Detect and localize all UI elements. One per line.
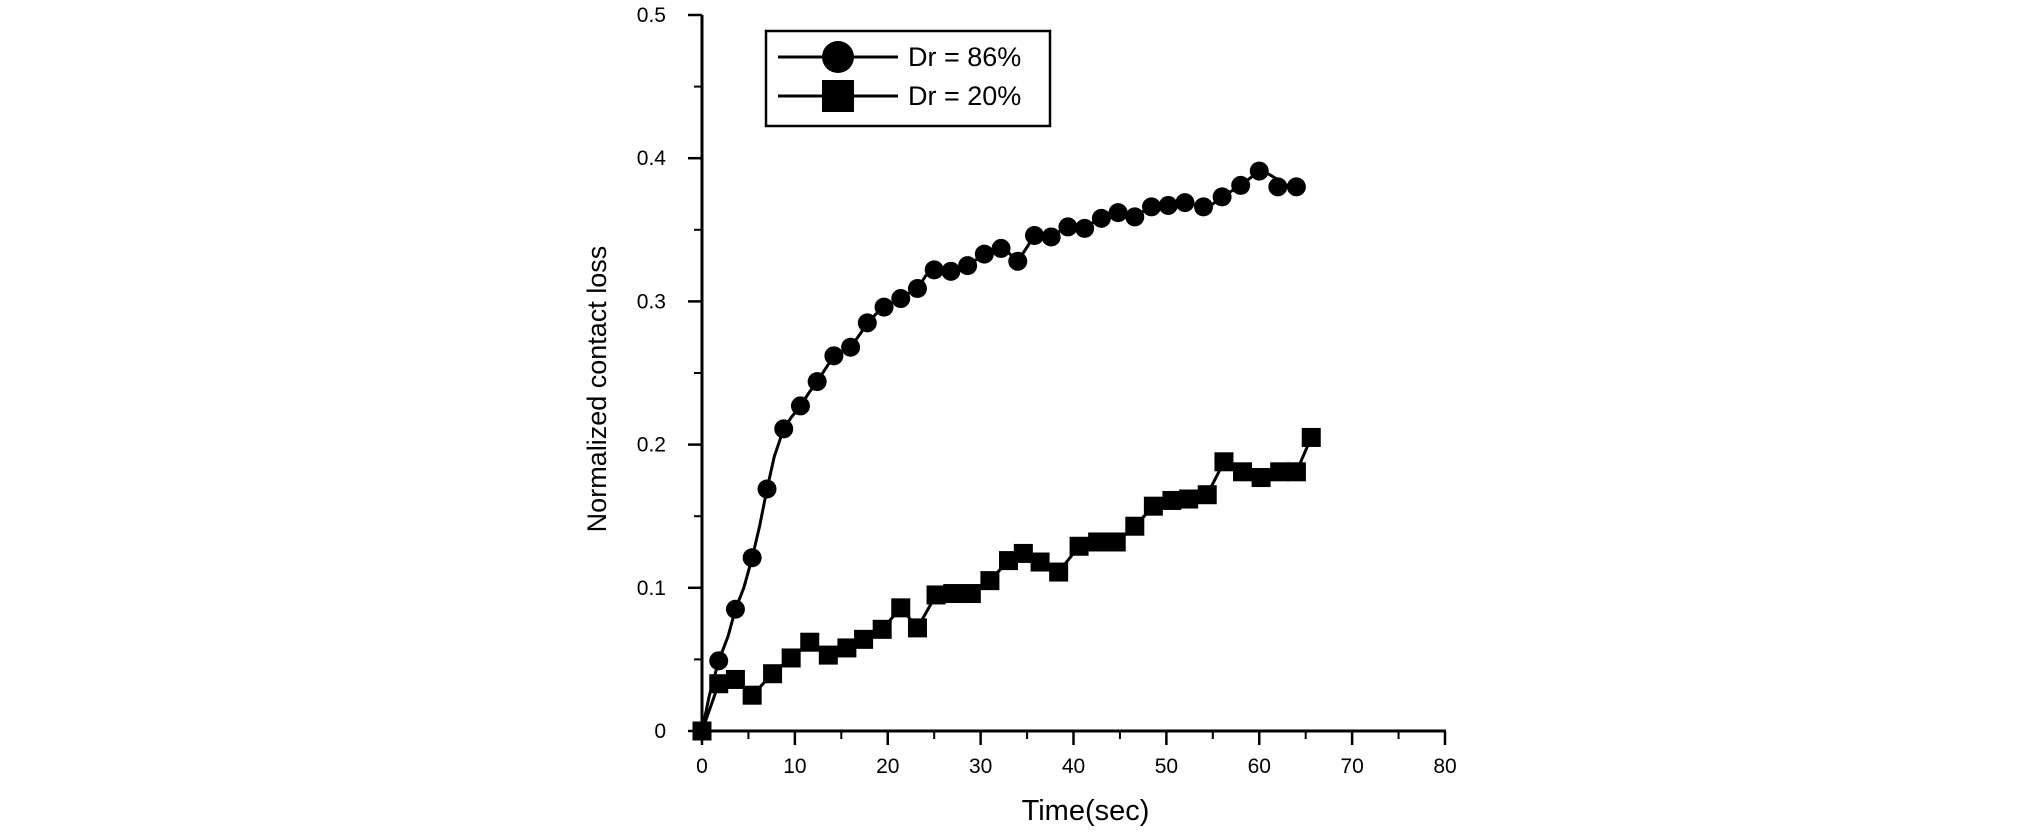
legend-label-1: Dr = 86% (908, 42, 1021, 72)
series-1-point (958, 256, 978, 276)
series-2-point (709, 674, 729, 694)
x-tick-label: 0 (696, 755, 708, 778)
series-1-point (1175, 193, 1195, 213)
series-1-point (1091, 208, 1111, 228)
series-1-point (1158, 195, 1178, 215)
x-axis-label: Time(sec) (1022, 795, 1150, 827)
series-1-point (941, 261, 961, 281)
x-tick-label: 60 (1248, 755, 1271, 778)
y-tick-label: 0.3 (637, 290, 666, 313)
x-tick-label: 30 (969, 755, 992, 778)
series-2-point (1301, 427, 1321, 447)
series-2-point (998, 551, 1018, 571)
series-1-point (1041, 227, 1061, 247)
x-tick-label: 40 (1062, 755, 1085, 778)
legend-marker-2 (822, 80, 854, 112)
series-2-point (1214, 452, 1234, 472)
series-1-point (1231, 175, 1251, 195)
series-1-point (1125, 207, 1145, 227)
series-1-point (907, 279, 927, 299)
series-2-point (800, 632, 820, 652)
series-1-point (757, 479, 777, 499)
series-2-point (837, 638, 857, 658)
axes: 0 10 20 30 40 50 60 70 80 0 0.1 0.2 0.3 0.4 0.5 Time(se… (582, 4, 1457, 827)
series-2-point (1143, 496, 1163, 516)
series-line-2 (700, 436, 1313, 732)
series-1-point (857, 313, 877, 333)
series-2-point (1270, 462, 1290, 482)
series-2-point (725, 669, 745, 689)
x-tick-label: 10 (783, 755, 806, 778)
series-1-point (742, 548, 762, 568)
series-1-point (991, 238, 1011, 258)
y-tick-label: 0.4 (637, 147, 667, 170)
series-2-point (818, 645, 838, 665)
series-2-point (692, 721, 712, 741)
legend-box (764, 29, 1052, 128)
x-tick-label: 80 (1433, 755, 1456, 778)
series-2-point (926, 585, 946, 605)
series-1-point (1008, 251, 1028, 271)
x-tick-label: 70 (1340, 755, 1363, 778)
series-1-point (807, 372, 827, 392)
series-1-point (709, 651, 729, 671)
series-markers (692, 161, 1321, 741)
series-2-point (1125, 516, 1145, 536)
series-1-point (1268, 177, 1288, 197)
series-2-point (1233, 462, 1253, 482)
series-2-point (872, 619, 892, 639)
series-1-point (774, 419, 794, 439)
series-1-point (1286, 177, 1306, 197)
series-1-point (874, 297, 894, 317)
series-1-point (1249, 161, 1269, 181)
series-1-point (790, 396, 810, 416)
series-1-point (841, 337, 861, 357)
legend: Dr = 86% Dr = 20% (764, 29, 1052, 128)
series-1-point (1024, 226, 1044, 246)
series-2-point (854, 629, 874, 649)
legend-marker-1 (822, 41, 854, 73)
series-2-point (1013, 543, 1033, 563)
series-2-point (980, 571, 1000, 591)
series-2-point (1286, 462, 1306, 482)
series-2-point (1030, 552, 1050, 572)
series-2-point (1088, 532, 1108, 552)
series-1-point (924, 260, 944, 280)
series-1-point (974, 244, 994, 264)
series-2-point (1251, 468, 1271, 488)
series-1-point (824, 346, 844, 366)
y-tick-label: 0.1 (637, 577, 666, 600)
series-2-point (1162, 490, 1182, 510)
y-axis-label: Normalized contact loss (582, 246, 612, 533)
x-tick-label: 20 (876, 755, 899, 778)
series-2-point (961, 584, 981, 604)
series-1-point (1108, 203, 1128, 223)
series-2-point (1049, 562, 1069, 582)
series-2-point (907, 618, 927, 638)
series-1-point (1075, 218, 1095, 238)
y-tick-label: 0.2 (637, 434, 666, 457)
series-1-point (891, 289, 911, 309)
series-2-point (1197, 485, 1217, 505)
x-tick-label: 50 (1155, 755, 1178, 778)
y-tick-label: 0 (654, 720, 666, 743)
y-tick-label: 0.5 (637, 4, 666, 27)
series-1-point (1212, 187, 1232, 207)
series-2-point (1106, 532, 1126, 552)
series-2-point (943, 584, 963, 604)
series-2-point (781, 648, 801, 668)
legend-label-2: Dr = 20% (908, 81, 1021, 111)
series-1-point (1142, 197, 1162, 217)
series-1-point (1194, 197, 1214, 217)
series-2-point (763, 664, 783, 684)
series-1-point (725, 599, 745, 619)
series-1-point (1058, 217, 1078, 237)
series-2-point (891, 598, 911, 618)
series-2-point (1069, 536, 1089, 556)
series-2-point (1179, 489, 1199, 509)
series-2-point (742, 685, 762, 705)
